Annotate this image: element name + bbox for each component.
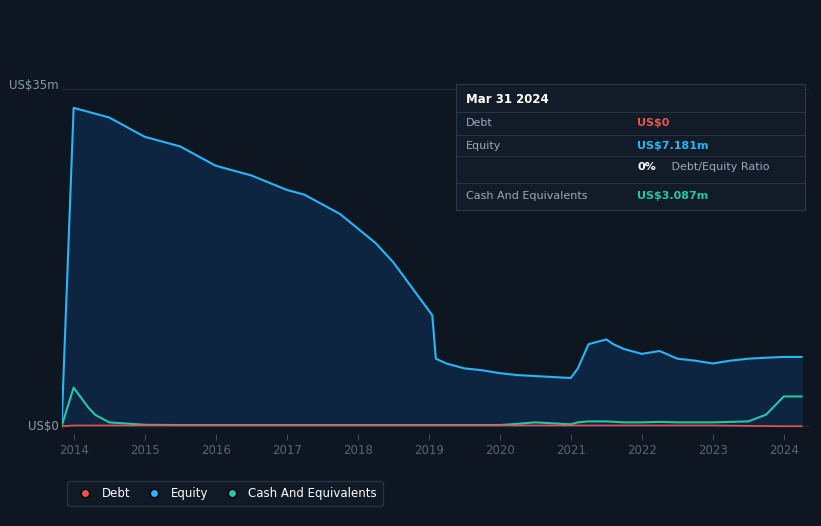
Text: Debt: Debt xyxy=(466,118,493,128)
Text: US$0: US$0 xyxy=(637,118,669,128)
Text: Equity: Equity xyxy=(466,141,502,151)
Text: 0%: 0% xyxy=(637,163,656,173)
Text: US$3.087m: US$3.087m xyxy=(637,191,709,201)
Text: Mar 31 2024: Mar 31 2024 xyxy=(466,93,549,106)
Text: US$35m: US$35m xyxy=(9,79,59,92)
Text: US$0: US$0 xyxy=(28,420,59,433)
Text: Cash And Equivalents: Cash And Equivalents xyxy=(466,191,588,201)
Text: US$7.181m: US$7.181m xyxy=(637,141,709,151)
Legend: Debt, Equity, Cash And Equivalents: Debt, Equity, Cash And Equivalents xyxy=(67,481,383,506)
Text: Debt/Equity Ratio: Debt/Equity Ratio xyxy=(668,163,770,173)
